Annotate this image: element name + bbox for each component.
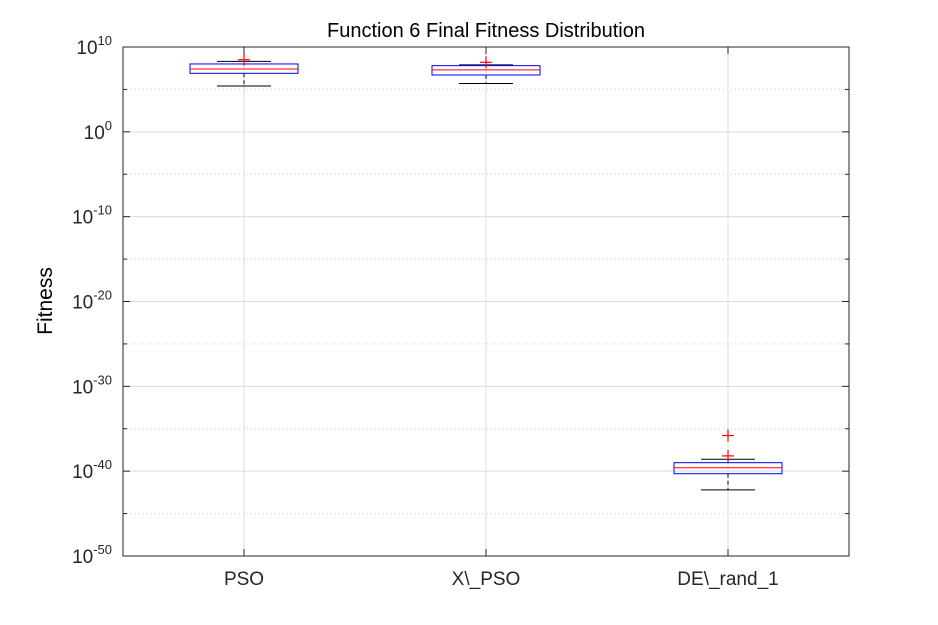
box-series [189, 53, 783, 491]
x-category-label: PSO [224, 569, 264, 590]
y-tick-label-base: 10 [72, 377, 93, 398]
box-pso [189, 53, 299, 87]
y-tick-label-exponent: -50 [93, 542, 112, 557]
y-tick-label: 10-50 [72, 542, 112, 568]
y-tick-label-base: 10 [72, 462, 93, 483]
y-tick-label: 1010 [76, 33, 112, 59]
y-tick-label-exponent: -40 [93, 457, 112, 472]
y-tick-label: 10-30 [72, 372, 112, 398]
y-axis-label: Fitness [34, 267, 57, 335]
y-tick-label-base: 10 [76, 38, 97, 59]
y-tick-label: 10-40 [72, 457, 112, 483]
y-tick-label: 10-20 [72, 288, 112, 314]
y-tick-label-exponent: 10 [98, 33, 112, 48]
y-tick-label: 10-10 [72, 203, 112, 229]
box-x-pso [431, 56, 541, 84]
grid-lines [123, 47, 849, 556]
y-tick-label-base: 10 [84, 123, 105, 144]
y-tick-label-base: 10 [72, 208, 93, 229]
y-tick-label-exponent: 0 [105, 118, 112, 133]
y-tick-label-exponent: -30 [93, 372, 112, 387]
x-category-label: X\_PSO [452, 569, 521, 590]
y-tick-label-exponent: -20 [93, 288, 112, 303]
chart-title: Function 6 Final Fitness Distribution [327, 20, 645, 42]
y-tick-label: 100 [84, 118, 112, 144]
y-tick-label-base: 10 [72, 547, 93, 568]
y-tick-label-exponent: -10 [93, 203, 112, 218]
y-tick-label-base: 10 [72, 293, 93, 314]
box-de-rand-1 [673, 429, 783, 491]
x-category-label: DE\_rand_1 [677, 569, 778, 590]
